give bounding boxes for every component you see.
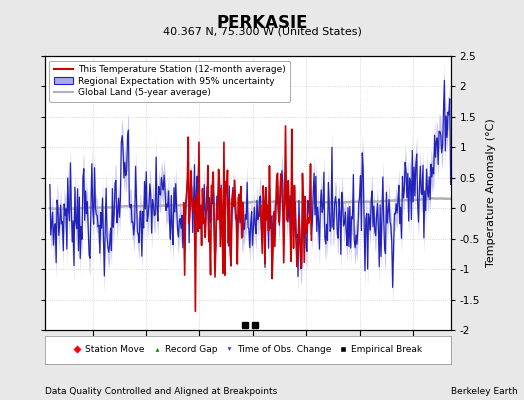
Legend: This Temperature Station (12-month average), Regional Expectation with 95% uncer: This Temperature Station (12-month avera… bbox=[49, 60, 290, 102]
Y-axis label: Temperature Anomaly (°C): Temperature Anomaly (°C) bbox=[486, 119, 496, 267]
Text: Data Quality Controlled and Aligned at Breakpoints: Data Quality Controlled and Aligned at B… bbox=[45, 387, 277, 396]
Legend: Station Move, Record Gap, Time of Obs. Change, Empirical Break: Station Move, Record Gap, Time of Obs. C… bbox=[69, 342, 426, 358]
Text: PERKASIE: PERKASIE bbox=[216, 14, 308, 32]
Text: 40.367 N, 75.300 W (United States): 40.367 N, 75.300 W (United States) bbox=[162, 26, 362, 36]
Text: Berkeley Earth: Berkeley Earth bbox=[451, 387, 517, 396]
